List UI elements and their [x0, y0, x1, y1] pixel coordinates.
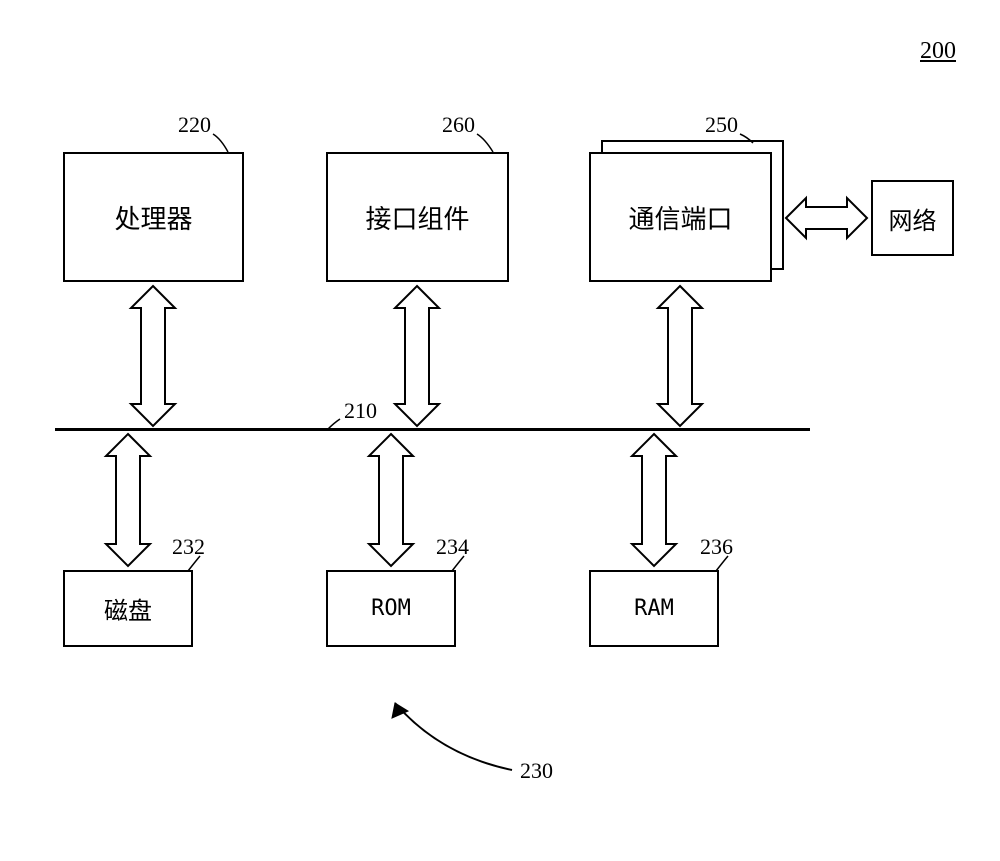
block-commport: 通信端口: [589, 152, 772, 282]
ref-234: 234: [436, 534, 469, 560]
ref-232-text: 232: [172, 534, 205, 559]
block-interface-label: 接口组件: [365, 199, 469, 236]
block-rom-label: ROM: [371, 596, 411, 621]
leader-260: [477, 134, 493, 152]
ref-232: 232: [172, 534, 205, 560]
block-ram-label: RAM: [634, 596, 674, 621]
arrow-commport-bus: [658, 286, 702, 426]
ref-210-text: 210: [344, 398, 377, 423]
arrow-230-pointer: [392, 703, 512, 770]
ref-220: 220: [178, 112, 211, 138]
ref-234-text: 234: [436, 534, 469, 559]
bus-line: [55, 428, 810, 431]
block-network-label: 网络: [889, 201, 937, 236]
block-disk: 磁盘: [63, 570, 193, 647]
block-ram: RAM: [589, 570, 719, 647]
arrow-bus-disk: [106, 434, 150, 566]
block-commport-label: 通信端口: [628, 199, 732, 236]
block-processor-label: 处理器: [114, 199, 192, 236]
figure-number-text: 200: [920, 38, 956, 64]
figure-number-label: 200: [920, 38, 956, 65]
leader-220: [213, 134, 228, 152]
ref-236-text: 236: [700, 534, 733, 559]
ref-250: 250: [705, 112, 738, 138]
diagram-canvas: 200 处理器 接口组件 通信端口 网络 磁盘 ROM RAM 220 260 …: [0, 0, 1000, 861]
ref-220-text: 220: [178, 112, 211, 137]
arrow-bus-rom: [369, 434, 413, 566]
ref-236: 236: [700, 534, 733, 560]
block-rom: ROM: [326, 570, 456, 647]
arrow-processor-bus: [131, 286, 175, 426]
block-interface: 接口组件: [326, 152, 509, 282]
ref-260-text: 260: [442, 112, 475, 137]
ref-250-text: 250: [705, 112, 738, 137]
block-network: 网络: [871, 180, 954, 256]
block-disk-label: 磁盘: [104, 591, 152, 626]
arrow-interface-bus: [395, 286, 439, 426]
ref-260: 260: [442, 112, 475, 138]
arrow-bus-ram: [632, 434, 676, 566]
ref-210: 210: [344, 398, 377, 424]
block-processor: 处理器: [63, 152, 244, 282]
ref-230: 230: [520, 758, 553, 784]
ref-230-text: 230: [520, 758, 553, 783]
arrow-commport-network: [786, 198, 867, 238]
